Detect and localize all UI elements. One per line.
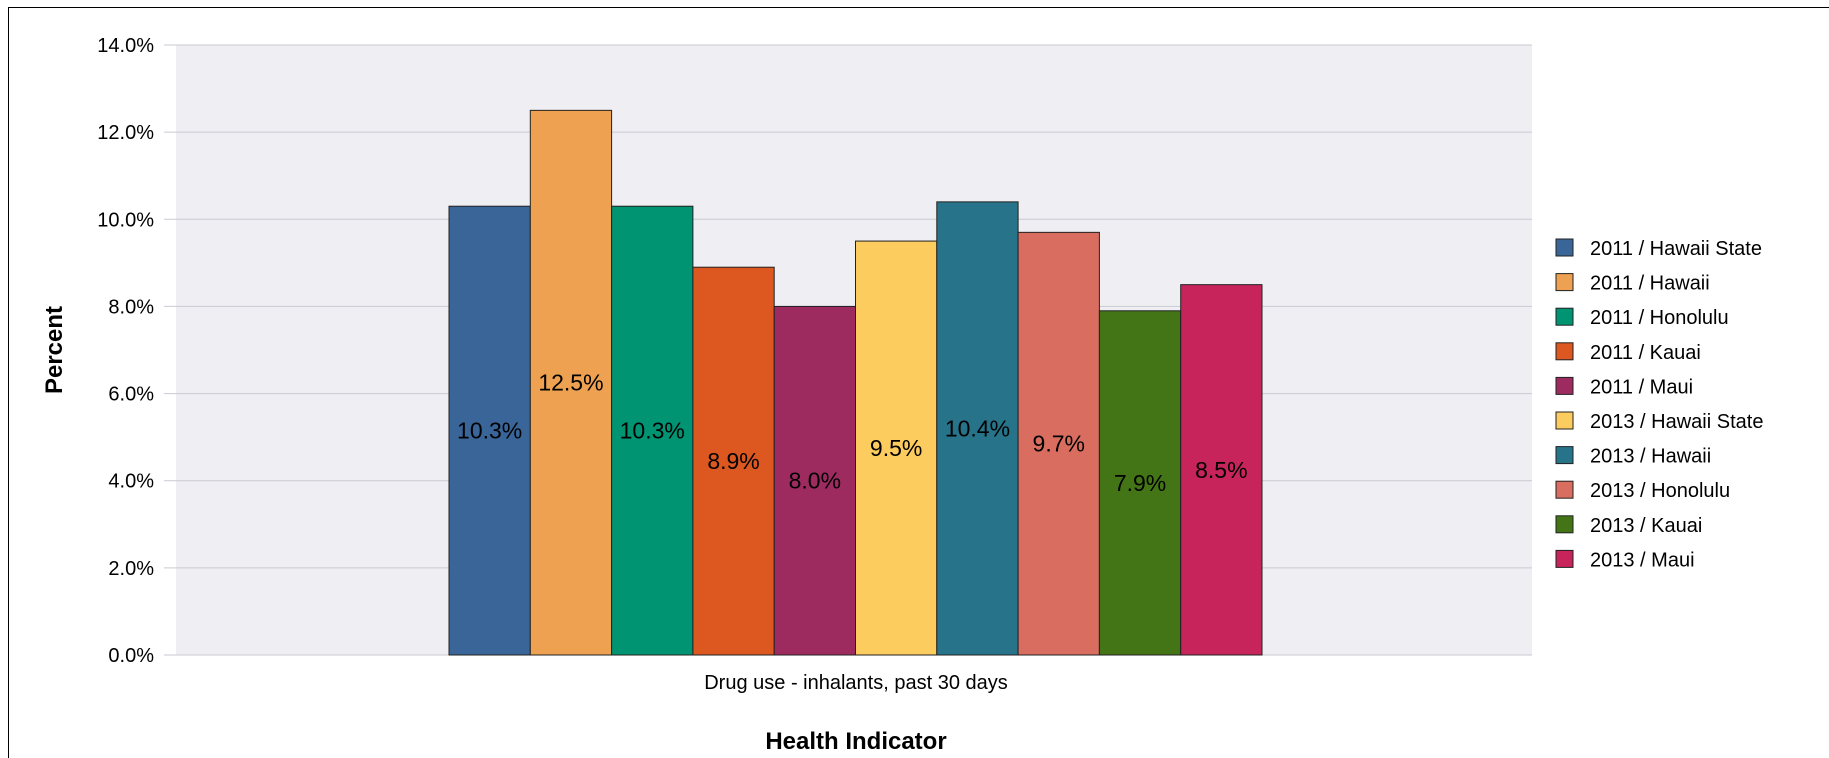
legend-swatch: [1555, 411, 1574, 430]
bar: [529, 109, 613, 656]
y-tick-label: 0.0%: [108, 645, 154, 667]
data-label: 8.9%: [707, 448, 759, 474]
legend-swatch: [1555, 480, 1574, 499]
y-tick-label: 2.0%: [108, 558, 154, 580]
legend-swatch: [1555, 376, 1574, 395]
data-label: 12.5%: [538, 370, 603, 396]
legend-label: 2011 / Honolulu: [1590, 307, 1729, 329]
y-tick-label: 14.0%: [97, 35, 154, 57]
legend-swatch: [1555, 549, 1574, 568]
data-label: 8.5%: [1195, 457, 1247, 483]
bar: [936, 201, 1019, 656]
legend-swatch: [1555, 515, 1574, 534]
legend-swatch: [1555, 446, 1574, 465]
legend-label: 2013 / Maui: [1590, 549, 1695, 571]
chart-frame: [8, 7, 1829, 758]
legend-swatch: [1555, 238, 1574, 257]
legend-label: 2011 / Maui: [1590, 376, 1693, 398]
y-tick-label: 10.0%: [97, 209, 154, 231]
bar: [1017, 231, 1100, 656]
data-label: 9.5%: [870, 435, 922, 461]
legend-label: 2013 / Hawaii: [1590, 446, 1711, 468]
legend-swatch: [1555, 307, 1574, 326]
bar: [448, 205, 531, 656]
legend: 2011 / Hawaii State 2011 / Hawaii 2011 / H…: [1555, 238, 1763, 571]
bar: [692, 266, 775, 656]
x-category-label: Drug use - inhalants, past 30 days: [704, 672, 1008, 694]
legend-swatch: [1555, 342, 1574, 361]
bar: [1180, 284, 1263, 656]
bars: [448, 109, 1263, 656]
data-label: 7.9%: [1114, 470, 1166, 496]
bar: [773, 305, 857, 656]
y-tick-label: 4.0%: [108, 471, 154, 493]
legend-label: 2013 / Honolulu: [1590, 480, 1730, 502]
y-tick-label: 6.0%: [108, 384, 154, 406]
legend-swatch: [1555, 273, 1574, 292]
data-label: 8.0%: [789, 468, 841, 494]
legend-label: 2011 / Kauai: [1590, 342, 1701, 364]
data-labels: 10.3% 12.5% 10.3% 8.9% 8.0% 9.5% 10.4% 9.7% 7.9%…: [457, 370, 1248, 496]
bar: [1098, 310, 1182, 656]
x-axis-title: Health Indicator: [765, 728, 946, 755]
legend-label: 2013 / Kauai: [1590, 515, 1702, 537]
y-tick-label: 8.0%: [108, 296, 154, 318]
data-label: 10.4%: [945, 415, 1010, 441]
data-label: 10.3%: [620, 418, 685, 444]
bar: [855, 240, 938, 656]
y-axis-title: Percent: [41, 306, 68, 394]
y-axis-ticks: 0.0% 2.0% 4.0% 6.0% 8.0% 10.0% 12.0% 14.0%: [97, 35, 154, 667]
data-label: 9.7%: [1033, 431, 1085, 457]
legend-label: 2011 / Hawaii: [1590, 273, 1710, 295]
y-tick-label: 12.0%: [97, 122, 154, 144]
legend-label: 2013 / Hawaii State: [1590, 411, 1763, 433]
bar: [611, 205, 694, 656]
legend-label: 2011 / Hawaii State: [1590, 238, 1762, 260]
data-label: 10.3%: [457, 418, 522, 444]
